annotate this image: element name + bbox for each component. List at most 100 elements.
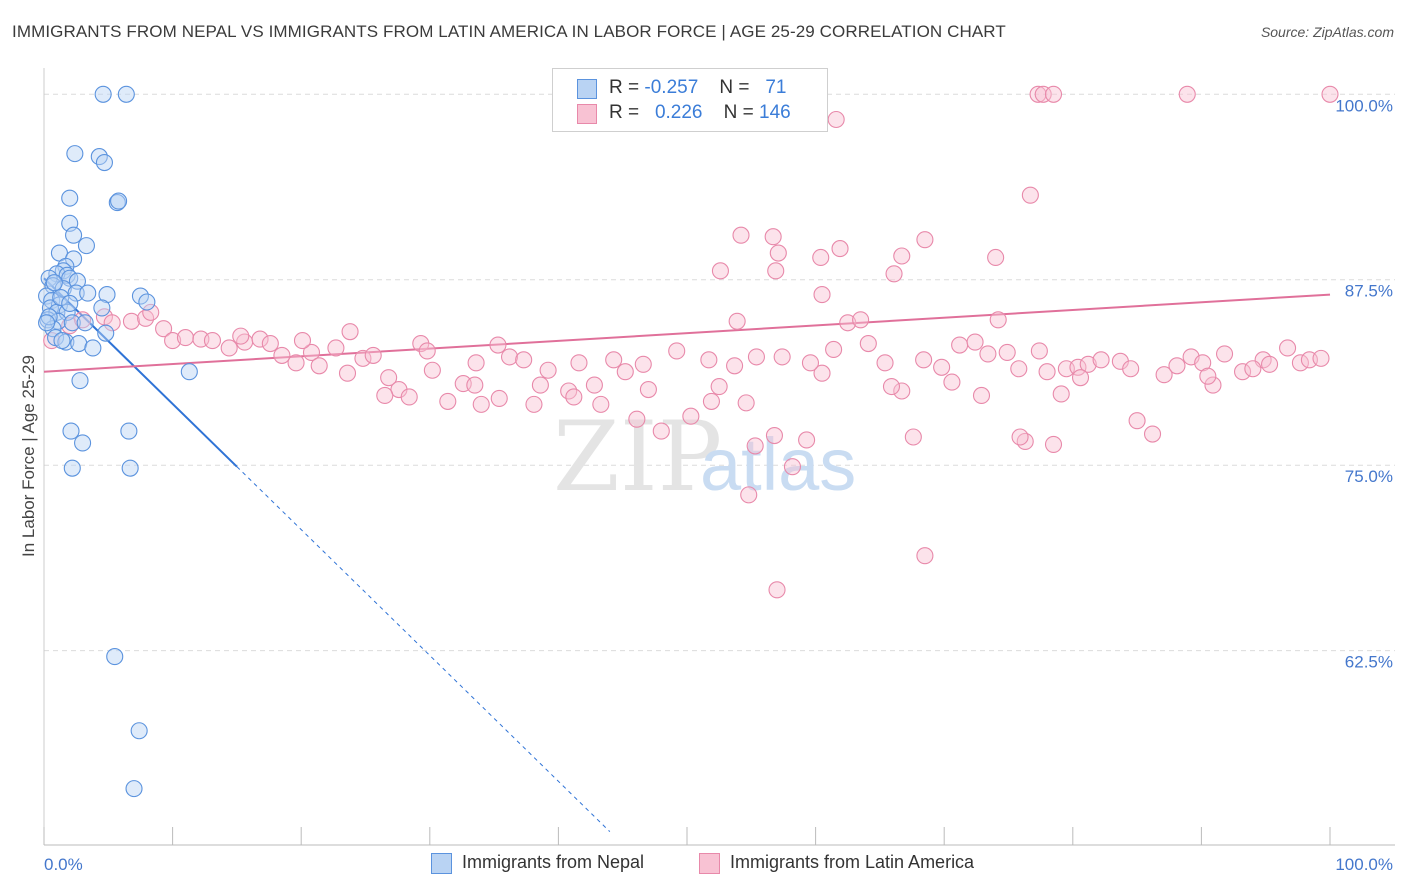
latam-point	[176, 329, 195, 347]
latam-point	[1011, 428, 1029, 446]
latam-point	[652, 422, 670, 440]
latam-trend-line	[43, 293, 1331, 373]
legend-n-label: N =	[719, 77, 750, 98]
latam-point	[1044, 85, 1063, 103]
latam-point	[1168, 357, 1186, 375]
latam-point	[801, 354, 820, 372]
latam-point	[825, 340, 843, 359]
latam-point	[251, 330, 269, 348]
stats-legend: R = -0.257 N = 71 R = 0.226 N = 146	[552, 68, 828, 132]
watermark-zip: ZIP	[553, 401, 722, 513]
latam-point	[515, 351, 533, 369]
nepal-point	[45, 274, 63, 292]
latam-point	[531, 376, 549, 394]
latam-point	[989, 311, 1007, 329]
nepal-point	[61, 294, 79, 313]
latam-point	[1044, 435, 1063, 453]
latam-point	[998, 343, 1016, 361]
points-layer	[38, 85, 1339, 798]
latam-point	[916, 231, 934, 249]
nepal-point	[180, 363, 198, 381]
latam-point	[1312, 349, 1330, 367]
latam-point	[423, 361, 441, 379]
latam-point	[668, 342, 686, 360]
nepal-point	[131, 287, 149, 305]
nepal-point	[71, 372, 89, 390]
nepal-point	[65, 226, 83, 244]
nepal-point	[97, 324, 115, 342]
latam-point	[1244, 360, 1262, 378]
nepal-point	[117, 85, 135, 103]
latam-point	[418, 342, 436, 360]
latam-point	[951, 336, 969, 354]
legend-r-value-latam: 0.226	[654, 102, 703, 123]
latam-point	[1279, 339, 1297, 357]
latam-point	[728, 312, 746, 330]
latam-point	[933, 358, 951, 376]
latam-point	[798, 431, 816, 449]
bottom-legend-swatch-nepal	[431, 853, 452, 874]
grid-layer	[44, 93, 1395, 652]
latam-point	[439, 392, 457, 410]
latam-point	[904, 428, 922, 446]
latam-point	[203, 332, 222, 350]
trend-layer	[43, 277, 1331, 833]
latam-point	[1021, 186, 1039, 204]
nepal-point	[70, 334, 88, 353]
legend-r-label: R =	[609, 77, 640, 98]
latam-point	[155, 320, 173, 338]
latam-point	[1155, 366, 1173, 384]
nepal-point	[120, 422, 138, 440]
latam-point	[639, 380, 657, 399]
nepal-point	[58, 266, 76, 284]
nepal-trend-line	[43, 277, 238, 468]
latam-point	[979, 345, 997, 363]
latam-point	[1204, 376, 1222, 394]
y-tick-label: 62.5%	[1345, 653, 1393, 672]
nepal-point	[66, 145, 84, 163]
latam-point	[628, 410, 646, 428]
latam-point	[831, 240, 849, 258]
latam-point	[767, 262, 785, 280]
latam-point	[827, 110, 845, 129]
latam-point	[915, 351, 933, 369]
nepal-point	[110, 192, 128, 210]
x-tick-label-max: 100.0%	[1335, 855, 1393, 874]
nepal-point	[125, 780, 143, 798]
latam-point	[489, 336, 507, 354]
latam-point	[916, 547, 934, 565]
nepal-point	[106, 648, 124, 666]
latam-point	[616, 363, 634, 381]
latam-point	[765, 426, 783, 445]
nepal-point	[84, 339, 102, 357]
nepal-point	[79, 284, 97, 302]
legend-swatch-nepal	[577, 79, 597, 99]
latam-point	[310, 357, 328, 375]
latam-point	[726, 357, 744, 375]
latam-point	[1038, 363, 1056, 381]
latam-point	[354, 349, 372, 367]
latam-point	[710, 378, 728, 396]
latam-point	[987, 248, 1005, 267]
latam-point	[1092, 351, 1110, 369]
bottom-legend-swatch-latam	[699, 853, 720, 874]
nepal-point	[77, 237, 95, 255]
latam-point	[1069, 358, 1087, 376]
legend-r-label: R =	[609, 102, 640, 123]
latam-point	[220, 339, 238, 357]
latam-point	[565, 388, 583, 406]
y-tick-label: 100.0%	[1335, 96, 1393, 115]
latam-point	[490, 389, 508, 407]
latam-point	[1052, 385, 1070, 403]
latam-point	[302, 343, 321, 361]
latam-point	[966, 333, 984, 351]
chart-title: IMMIGRANTS FROM NEPAL VS IMMIGRANTS FROM…	[12, 22, 1006, 41]
latam-point	[341, 323, 359, 341]
legend-swatch-latam	[577, 104, 597, 124]
latam-point	[472, 395, 490, 413]
latam-point	[702, 392, 720, 410]
latam-point	[773, 348, 791, 366]
nepal-point	[74, 434, 92, 452]
latam-point	[783, 458, 802, 476]
